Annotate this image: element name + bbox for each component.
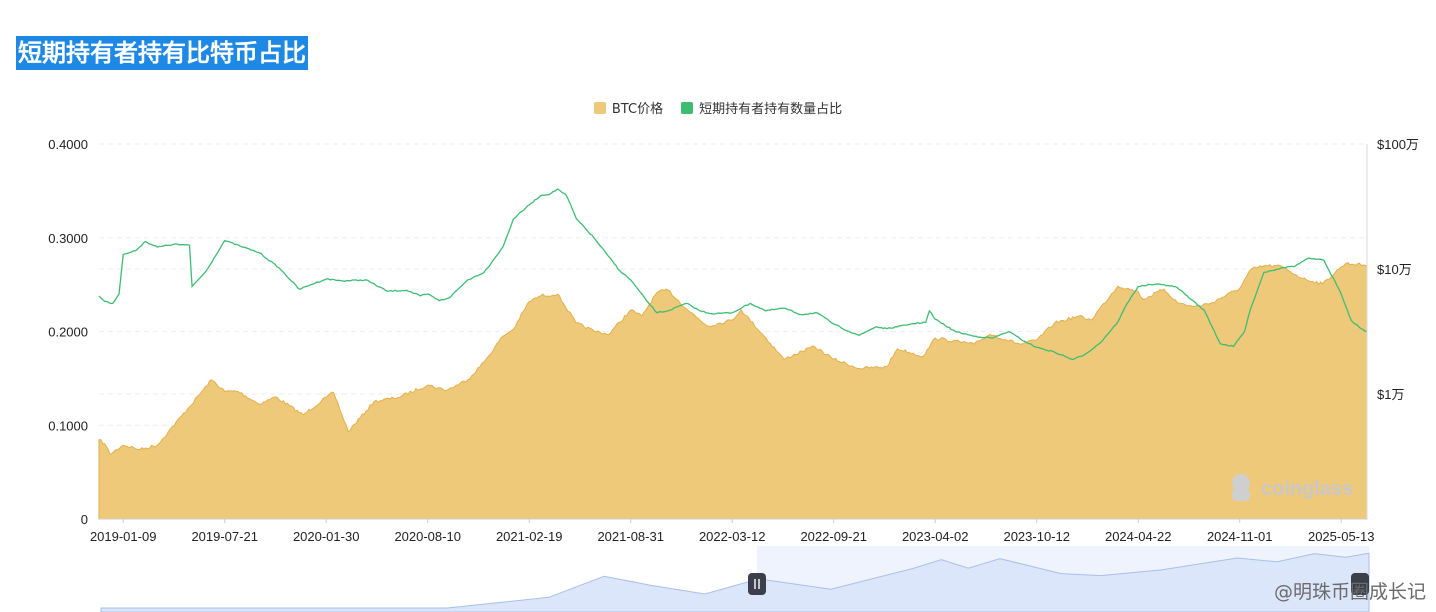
x-tick-label: 2022-03-12 xyxy=(699,529,766,544)
x-tick-label: 2021-02-19 xyxy=(496,529,563,544)
chart-legend: BTC价格 短期持有者持有数量占比 xyxy=(0,98,1436,117)
zoom-handle-left[interactable] xyxy=(748,573,766,595)
x-tick-label: 2020-08-10 xyxy=(394,529,461,544)
legend-swatch-sth-ratio xyxy=(681,101,694,114)
legend-label-sth-ratio: 短期持有者持有数量占比 xyxy=(699,102,843,117)
x-tick-label: 2019-01-09 xyxy=(90,529,157,544)
watermark: coinglass xyxy=(1232,474,1353,501)
zoom-slider[interactable] xyxy=(100,546,1370,612)
plot-area xyxy=(98,188,1368,520)
x-tick-label: 2024-11-01 xyxy=(1207,529,1273,544)
y-right-tick-label: $1万 xyxy=(1377,387,1404,402)
y-left-tick-label: 0.4000 xyxy=(48,137,88,152)
y-left-tick-label: 0.2000 xyxy=(48,325,88,340)
y-left-tick-label: 0 xyxy=(81,512,88,527)
y-left-tick-label: 0.1000 xyxy=(48,418,88,433)
legend-item-sth-ratio[interactable]: 短期持有者持有数量占比 xyxy=(681,98,842,117)
axes: 0 0.1000 0.2000 0.3000 0.4000 $1万 $10万 $100万 201… xyxy=(48,137,1419,544)
zoom-mini-chart xyxy=(100,552,1370,612)
watermark-text: coinglass xyxy=(1261,478,1353,500)
y-left-tick-label: 0.3000 xyxy=(48,231,88,246)
x-tick-label: 2022-09-21 xyxy=(800,529,867,544)
zoom-handle-right[interactable] xyxy=(1351,573,1369,595)
x-tick-label: 2020-01-30 xyxy=(293,529,360,544)
zoom-handle-left-grip xyxy=(748,573,766,595)
page-title: 短期持有者持有比特币占比 xyxy=(16,36,308,70)
legend-label-btc-price: BTC价格 xyxy=(611,102,664,117)
x-tick-label: 2019-07-21 xyxy=(191,529,258,544)
series-area-btc-price xyxy=(98,262,1368,520)
legend-swatch-btc-price xyxy=(593,101,606,114)
zoom-handle-right-grip xyxy=(1351,573,1369,595)
y-right-tick-label: $10万 xyxy=(1377,262,1412,277)
coinglass-logo-icon xyxy=(1232,474,1250,501)
x-tick-label: 2024-04-22 xyxy=(1105,529,1172,544)
footer-credit: @明珠币圈成长记 xyxy=(1273,581,1426,603)
series-line-sth-ratio xyxy=(98,188,1368,361)
legend-item-btc-price[interactable]: BTC价格 xyxy=(593,98,664,117)
y-right-tick-label: $100万 xyxy=(1377,137,1419,152)
x-tick-label: 2023-10-12 xyxy=(1003,529,1070,544)
x-tick-label: 2023-04-02 xyxy=(902,529,969,544)
x-tick-label: 2025-05-13 xyxy=(1308,529,1375,544)
x-tick-label: 2021-08-31 xyxy=(597,529,664,544)
